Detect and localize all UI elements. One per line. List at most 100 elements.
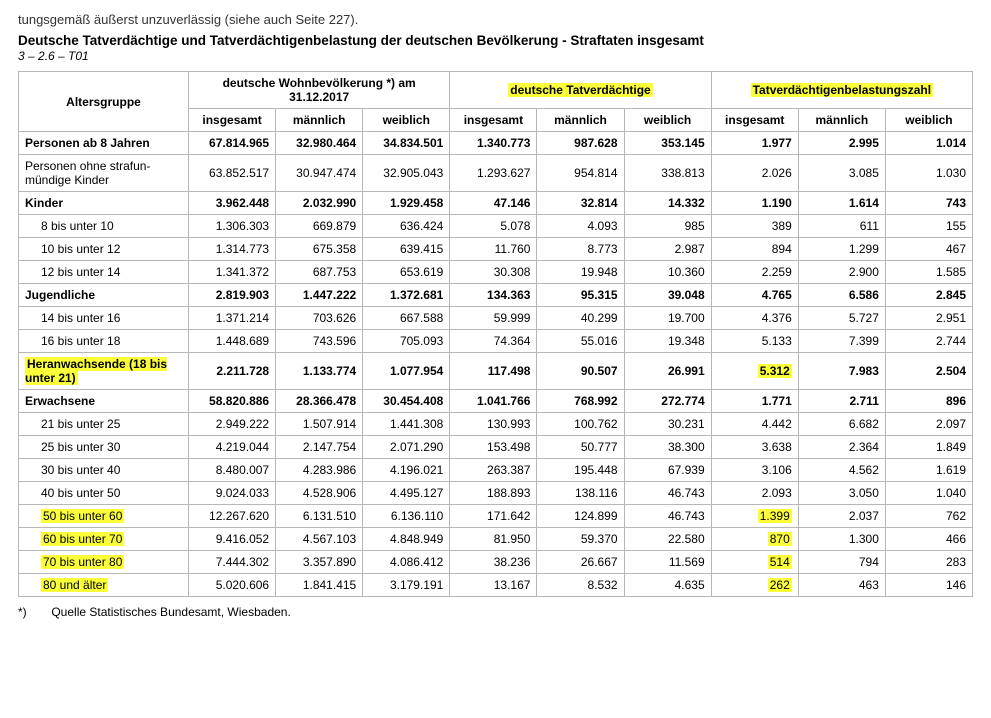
cell: 1.507.914 [276,413,363,436]
cell: 55.016 [537,330,624,353]
cell: 4.093 [537,215,624,238]
cell: 743 [885,192,972,215]
subcol-susp-total: insgesamt [450,109,537,132]
cell: 30.308 [450,261,537,284]
cell: 2.026 [711,155,798,192]
cell: 7.444.302 [189,551,276,574]
cell: 353.145 [624,132,711,155]
row-label: 60 bis unter 70 [19,528,189,551]
cell: 762 [885,505,972,528]
row-label: Personen ohne strafun­mündige Kinder [19,155,189,192]
cell: 743.596 [276,330,363,353]
row-label: Personen ab 8 Jahren [19,132,189,155]
cell: 30.454.408 [363,390,450,413]
row-label: 80 und älter [19,574,189,597]
table-row: 25 bis unter 304.219.0442.147.7542.071.2… [19,436,973,459]
table-row: 21 bis unter 252.949.2221.507.9141.441.3… [19,413,973,436]
cell: 4.376 [711,307,798,330]
cell: 28.366.478 [276,390,363,413]
row-label: 8 bis unter 10 [19,215,189,238]
cell: 1.341.372 [189,261,276,284]
cell: 2.819.903 [189,284,276,307]
table-row: 60 bis unter 709.416.0524.567.1034.848.9… [19,528,973,551]
table-row: Personen ohne strafun­mündige Kinder63.8… [19,155,973,192]
cell: 675.358 [276,238,363,261]
table-row: Kinder3.962.4482.032.9901.929.45847.1463… [19,192,973,215]
cell: 30.947.474 [276,155,363,192]
cell: 1.448.689 [189,330,276,353]
cell: 3.050 [798,482,885,505]
page-subtitle: 3 – 2.6 – T01 [18,49,973,63]
cell: 463 [798,574,885,597]
table-header: Altersgruppe deutsche Wohnbevölkerung *)… [19,72,973,132]
cell: 3.357.890 [276,551,363,574]
cell: 3.962.448 [189,192,276,215]
row-label: 50 bis unter 60 [19,505,189,528]
cell: 896 [885,390,972,413]
cell: 4.442 [711,413,798,436]
cutoff-line: tungsgemäß äußerst unzuverlässig (siehe … [18,12,973,27]
cell: 39.048 [624,284,711,307]
cell: 58.820.886 [189,390,276,413]
cell: 38.236 [450,551,537,574]
cell: 117.498 [450,353,537,390]
cell: 6.136.110 [363,505,450,528]
table-row: 40 bis unter 509.024.0334.528.9064.495.1… [19,482,973,505]
cell: 3.106 [711,459,798,482]
cell: 1.585 [885,261,972,284]
cell: 1.977 [711,132,798,155]
cell: 262 [711,574,798,597]
cell: 272.774 [624,390,711,413]
cell: 1.040 [885,482,972,505]
cell: 1.372.681 [363,284,450,307]
subcol-burden-female: weiblich [885,109,972,132]
cell: 2.097 [885,413,972,436]
cell: 138.116 [537,482,624,505]
cell: 987.628 [537,132,624,155]
cell: 639.415 [363,238,450,261]
row-label: 12 bis unter 14 [19,261,189,284]
subcol-pop-male: männlich [276,109,363,132]
cell: 2.093 [711,482,798,505]
cell: 59.370 [537,528,624,551]
cell: 22.580 [624,528,711,551]
cell: 38.300 [624,436,711,459]
cell: 514 [711,551,798,574]
cell: 653.619 [363,261,450,284]
cell: 95.315 [537,284,624,307]
cell: 894 [711,238,798,261]
cell: 9.416.052 [189,528,276,551]
cell: 10.360 [624,261,711,284]
table-row: Erwachsene58.820.88628.366.47830.454.408… [19,390,973,413]
cell: 703.626 [276,307,363,330]
cell: 4.528.906 [276,482,363,505]
cell: 467 [885,238,972,261]
cell: 1.077.954 [363,353,450,390]
cell: 5.133 [711,330,798,353]
cell: 1.340.773 [450,132,537,155]
cell: 4.219.044 [189,436,276,459]
cell: 5.020.606 [189,574,276,597]
cell: 11.760 [450,238,537,261]
cell: 2.845 [885,284,972,307]
cell: 5.078 [450,215,537,238]
cell: 2.987 [624,238,711,261]
cell: 50.777 [537,436,624,459]
cell: 32.980.464 [276,132,363,155]
colgroup-suspects: deutsche Tatverdächtige [450,72,711,109]
cell: 2.504 [885,353,972,390]
cell: 8.773 [537,238,624,261]
cell: 47.146 [450,192,537,215]
footnote-text: Quelle Statistisches Bundesamt, Wiesbade… [51,605,290,619]
cell: 2.037 [798,505,885,528]
cell: 636.424 [363,215,450,238]
cell: 46.743 [624,482,711,505]
cell: 4.635 [624,574,711,597]
row-label: 10 bis unter 12 [19,238,189,261]
cell: 8.480.007 [189,459,276,482]
table-row: 10 bis unter 121.314.773675.358639.41511… [19,238,973,261]
table-row: 50 bis unter 6012.267.6206.131.5106.136.… [19,505,973,528]
cell: 9.024.033 [189,482,276,505]
cell: 2.995 [798,132,885,155]
cell: 90.507 [537,353,624,390]
